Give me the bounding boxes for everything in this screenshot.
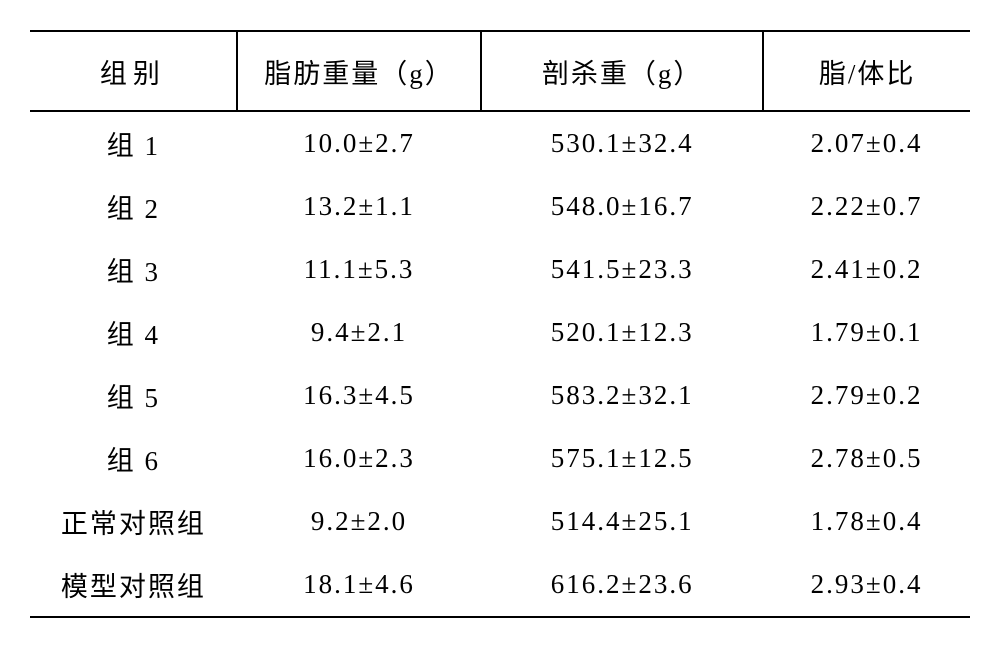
cell-group: 组 6 [30, 427, 237, 490]
cell-fat: 9.4±2.1 [237, 301, 481, 364]
cell-text: 10.0±2.7 [303, 128, 415, 158]
cell-text: 组 5 [107, 383, 160, 413]
cell-kill: 514.4±25.1 [481, 490, 763, 553]
cell-text: 18.1±4.6 [303, 569, 415, 599]
cell-text: 1.79±0.1 [811, 317, 923, 347]
cell-text: 组 1 [107, 131, 160, 161]
cell-ratio: 2.07±0.4 [763, 111, 970, 175]
cell-text: 548.0±16.7 [551, 191, 694, 221]
cell-text: 1.78±0.4 [811, 506, 923, 536]
cell-text: 514.4±25.1 [551, 506, 694, 536]
cell-text: 2.22±0.7 [811, 191, 923, 221]
cell-text: 组 3 [107, 257, 160, 287]
cell-ratio: 2.79±0.2 [763, 364, 970, 427]
table-row: 模型对照组 18.1±4.6 616.2±23.6 2.93±0.4 [30, 553, 970, 617]
cell-text: 2.79±0.2 [811, 380, 923, 410]
cell-kill: 575.1±12.5 [481, 427, 763, 490]
cell-group: 组 2 [30, 175, 237, 238]
col-header-kill: 剖杀重（g） [481, 31, 763, 111]
col-header-group-label: 组别 [100, 59, 166, 89]
cell-text: 520.1±12.3 [551, 317, 694, 347]
cell-text: 模型对照组 [61, 572, 206, 602]
cell-kill: 548.0±16.7 [481, 175, 763, 238]
cell-fat: 10.0±2.7 [237, 111, 481, 175]
table-row: 组 4 9.4±2.1 520.1±12.3 1.79±0.1 [30, 301, 970, 364]
cell-text: 575.1±12.5 [551, 443, 694, 473]
cell-kill: 520.1±12.3 [481, 301, 763, 364]
cell-text: 11.1±5.3 [304, 254, 415, 284]
cell-kill: 583.2±32.1 [481, 364, 763, 427]
table-row: 组 3 11.1±5.3 541.5±23.3 2.41±0.2 [30, 238, 970, 301]
cell-text: 541.5±23.3 [551, 254, 694, 284]
cell-text: 9.2±2.0 [311, 506, 407, 536]
cell-text: 2.78±0.5 [811, 443, 923, 473]
cell-group: 模型对照组 [30, 553, 237, 617]
cell-kill: 541.5±23.3 [481, 238, 763, 301]
cell-text: 2.93±0.4 [811, 569, 923, 599]
cell-text: 9.4±2.1 [311, 317, 407, 347]
data-table-container: 组别 脂肪重量（g） 剖杀重（g） 脂/体比 组 1 10.0±2.7 530.… [0, 0, 1000, 662]
col-header-kill-label: 剖杀重（g） [542, 59, 703, 89]
table-row: 组 1 10.0±2.7 530.1±32.4 2.07±0.4 [30, 111, 970, 175]
cell-group: 正常对照组 [30, 490, 237, 553]
cell-text: 530.1±32.4 [551, 128, 694, 158]
cell-fat: 16.3±4.5 [237, 364, 481, 427]
cell-text: 组 4 [107, 320, 160, 350]
cell-group: 组 1 [30, 111, 237, 175]
col-header-group: 组别 [30, 31, 237, 111]
cell-group: 组 4 [30, 301, 237, 364]
col-header-fat-label: 脂肪重量（g） [264, 59, 454, 89]
col-header-ratio: 脂/体比 [763, 31, 970, 111]
cell-fat: 16.0±2.3 [237, 427, 481, 490]
cell-kill: 616.2±23.6 [481, 553, 763, 617]
table-row: 组 2 13.2±1.1 548.0±16.7 2.22±0.7 [30, 175, 970, 238]
cell-group: 组 3 [30, 238, 237, 301]
cell-ratio: 1.79±0.1 [763, 301, 970, 364]
cell-kill: 530.1±32.4 [481, 111, 763, 175]
cell-ratio: 2.78±0.5 [763, 427, 970, 490]
table-row: 组 5 16.3±4.5 583.2±32.1 2.79±0.2 [30, 364, 970, 427]
cell-text: 583.2±32.1 [551, 380, 694, 410]
cell-fat: 9.2±2.0 [237, 490, 481, 553]
cell-text: 13.2±1.1 [303, 191, 415, 221]
table-header-row: 组别 脂肪重量（g） 剖杀重（g） 脂/体比 [30, 31, 970, 111]
cell-text: 2.07±0.4 [811, 128, 923, 158]
cell-text: 组 6 [107, 446, 160, 476]
table-row: 正常对照组 9.2±2.0 514.4±25.1 1.78±0.4 [30, 490, 970, 553]
table-body: 组 1 10.0±2.7 530.1±32.4 2.07±0.4 组 2 13.… [30, 111, 970, 617]
col-header-fat: 脂肪重量（g） [237, 31, 481, 111]
cell-fat: 18.1±4.6 [237, 553, 481, 617]
table-row: 组 6 16.0±2.3 575.1±12.5 2.78±0.5 [30, 427, 970, 490]
cell-text: 组 2 [107, 194, 160, 224]
cell-fat: 13.2±1.1 [237, 175, 481, 238]
cell-text: 616.2±23.6 [551, 569, 694, 599]
cell-text: 2.41±0.2 [811, 254, 923, 284]
data-table: 组别 脂肪重量（g） 剖杀重（g） 脂/体比 组 1 10.0±2.7 530.… [30, 30, 970, 618]
cell-text: 正常对照组 [61, 509, 206, 539]
cell-text: 16.3±4.5 [303, 380, 415, 410]
cell-ratio: 2.41±0.2 [763, 238, 970, 301]
cell-fat: 11.1±5.3 [237, 238, 481, 301]
col-header-ratio-label: 脂/体比 [819, 59, 916, 89]
cell-group: 组 5 [30, 364, 237, 427]
cell-ratio: 1.78±0.4 [763, 490, 970, 553]
cell-text: 16.0±2.3 [303, 443, 415, 473]
cell-ratio: 2.22±0.7 [763, 175, 970, 238]
cell-ratio: 2.93±0.4 [763, 553, 970, 617]
